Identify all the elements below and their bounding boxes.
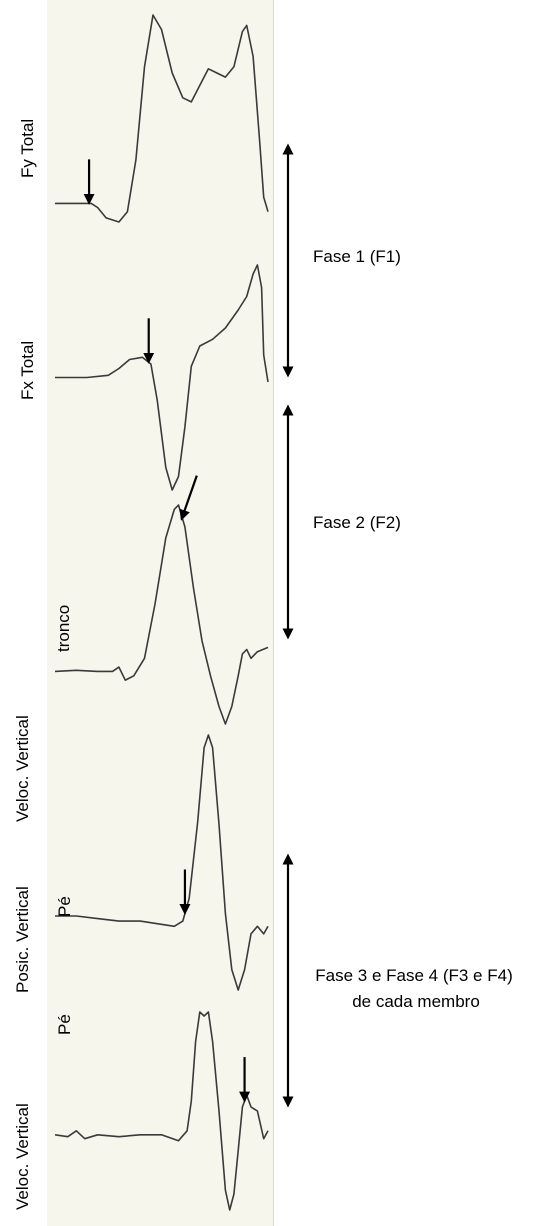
label-tronco: tronco <box>54 605 73 652</box>
label-fx-total: Fx Total <box>18 341 37 400</box>
label-posic-vertical: Posic. Vertical <box>13 886 32 993</box>
phase-3-4-label-line1: Fase 3 e Fase 4 (F3 e F4) <box>315 966 512 985</box>
event-marker-arrow <box>179 475 198 521</box>
phase-1-label: Fase 1 (F1) <box>313 247 401 266</box>
label-pe-veloc: Pé <box>55 1014 74 1035</box>
phase-3-4-label-line2: de cada membro <box>352 992 480 1011</box>
trace-veloc-vertical-tronco <box>54 504 269 725</box>
event-markers <box>83 159 251 1103</box>
traces <box>54 14 269 1211</box>
label-veloc-vertical-tronco: Veloc. Vertical <box>13 715 32 822</box>
trace-posic-vertical-pe <box>55 734 269 991</box>
trace-veloc-vertical-pe <box>54 1011 269 1211</box>
label-fy-total: Fy Total <box>18 119 37 178</box>
phase-2-label: Fase 2 (F2) <box>313 513 401 532</box>
label-pe-posic: Pé <box>55 896 74 917</box>
label-veloc-vertical-pe: Veloc. Vertical <box>13 1103 32 1210</box>
trace-fx-total <box>55 264 269 491</box>
trace-fy-total <box>55 14 269 223</box>
